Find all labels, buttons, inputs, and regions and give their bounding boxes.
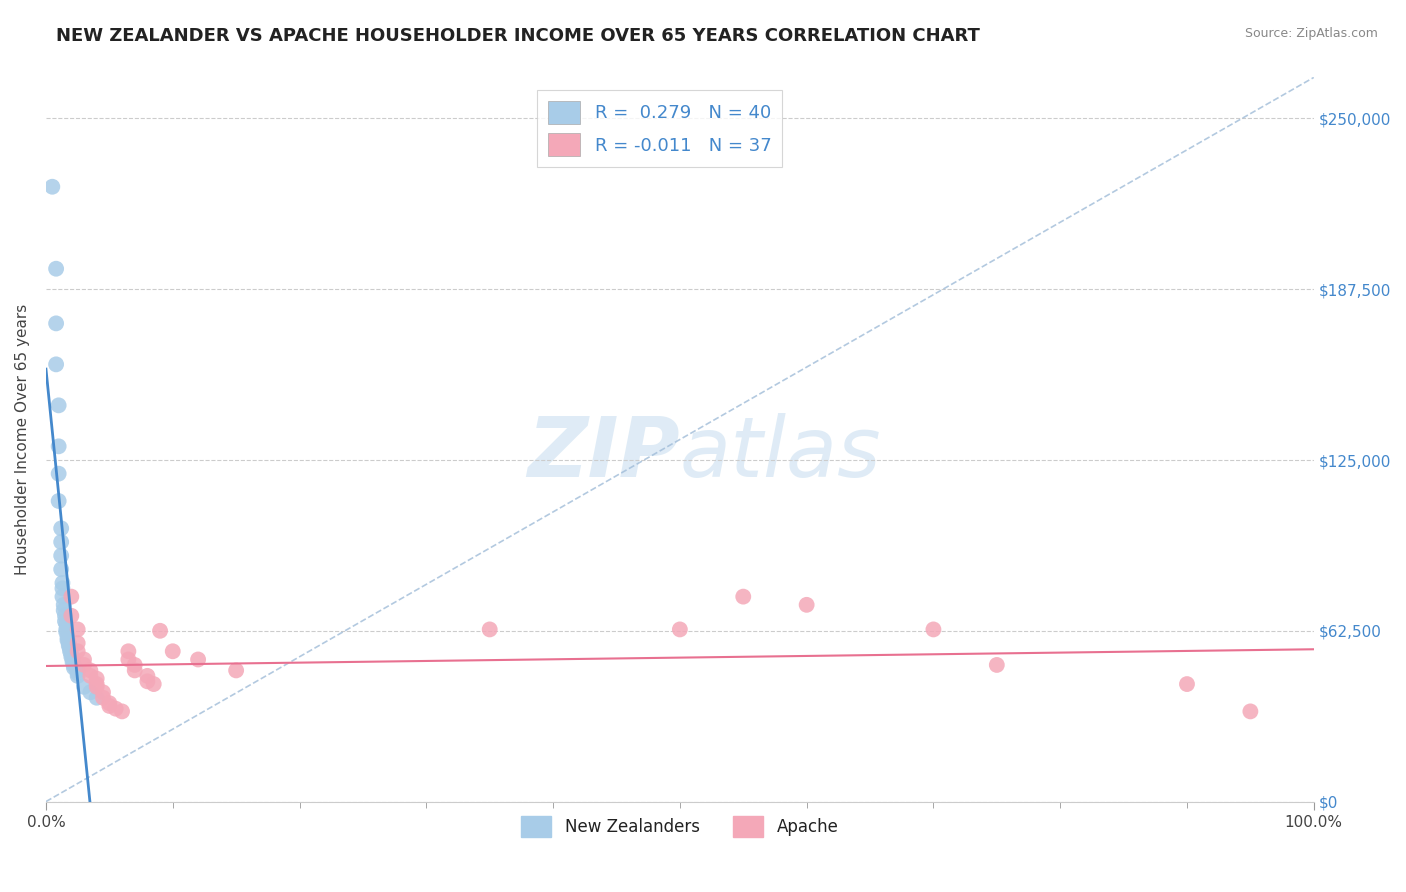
Point	[91, 690, 114, 705]
Point	[41, 179, 63, 194]
Point	[187, 652, 209, 666]
Point	[52, 603, 75, 617]
Point	[73, 657, 96, 672]
Point	[55, 625, 77, 640]
Point	[79, 664, 101, 678]
Point	[136, 674, 159, 689]
Point	[53, 608, 76, 623]
Point	[55, 623, 77, 637]
Point	[86, 680, 108, 694]
Point	[53, 614, 76, 628]
Point	[86, 690, 108, 705]
Point	[63, 661, 86, 675]
Point	[60, 608, 83, 623]
Point	[162, 644, 184, 658]
Point	[1239, 705, 1261, 719]
Point	[56, 633, 79, 648]
Point	[51, 521, 73, 535]
Point	[79, 669, 101, 683]
Point	[66, 644, 89, 658]
Point	[51, 562, 73, 576]
Point	[98, 696, 121, 710]
Point	[86, 677, 108, 691]
Point	[59, 641, 82, 656]
Point	[733, 590, 755, 604]
Point	[56, 631, 79, 645]
Point	[86, 672, 108, 686]
Point	[45, 317, 67, 331]
Point	[225, 664, 247, 678]
Point	[124, 664, 146, 678]
Point	[66, 669, 89, 683]
Point	[669, 623, 692, 637]
Text: NEW ZEALANDER VS APACHE HOUSEHOLDER INCOME OVER 65 YEARS CORRELATION CHART: NEW ZEALANDER VS APACHE HOUSEHOLDER INCO…	[56, 27, 980, 45]
Point	[60, 649, 83, 664]
Text: Source: ZipAtlas.com: Source: ZipAtlas.com	[1244, 27, 1378, 40]
Point	[73, 652, 96, 666]
Point	[62, 655, 84, 669]
Text: ZIP: ZIP	[527, 414, 681, 494]
Point	[104, 701, 127, 715]
Point	[149, 624, 172, 638]
Point	[66, 666, 89, 681]
Point	[66, 664, 89, 678]
Point	[986, 657, 1008, 672]
Point	[91, 685, 114, 699]
Point	[48, 467, 70, 481]
Point	[922, 623, 945, 637]
Point	[117, 652, 139, 666]
Point	[63, 657, 86, 672]
Point	[136, 669, 159, 683]
Y-axis label: Householder Income Over 65 years: Householder Income Over 65 years	[15, 304, 30, 575]
Point	[52, 598, 75, 612]
Point	[117, 644, 139, 658]
Point	[55, 617, 77, 632]
Legend: New Zealanders, Apache: New Zealanders, Apache	[515, 809, 845, 844]
Point	[48, 494, 70, 508]
Point	[60, 590, 83, 604]
Point	[51, 590, 73, 604]
Point	[73, 680, 96, 694]
Point	[62, 652, 84, 666]
Text: atlas: atlas	[681, 414, 882, 494]
Point	[1175, 677, 1198, 691]
Point	[59, 644, 82, 658]
Point	[66, 623, 89, 637]
Point	[51, 549, 73, 563]
Point	[79, 685, 101, 699]
Point	[48, 398, 70, 412]
Point	[58, 639, 80, 653]
Point	[111, 705, 134, 719]
Point	[51, 582, 73, 596]
Point	[45, 261, 67, 276]
Point	[142, 677, 165, 691]
Point	[796, 598, 818, 612]
Point	[478, 623, 501, 637]
Point	[58, 636, 80, 650]
Point	[51, 535, 73, 549]
Point	[45, 357, 67, 371]
Point	[60, 647, 83, 661]
Point	[98, 698, 121, 713]
Point	[66, 636, 89, 650]
Point	[48, 439, 70, 453]
Point	[51, 576, 73, 591]
Point	[124, 657, 146, 672]
